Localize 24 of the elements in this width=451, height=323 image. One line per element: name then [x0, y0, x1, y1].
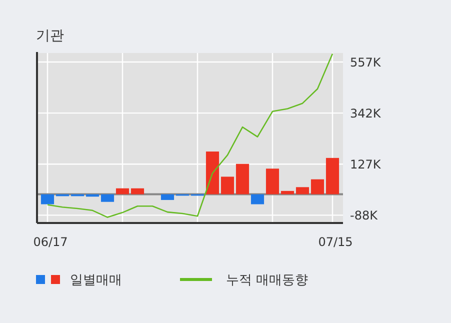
x-tick-label: 07/15 — [318, 235, 353, 249]
y-tick-label: 127K — [350, 158, 382, 172]
bar — [266, 168, 280, 194]
bar — [116, 188, 130, 194]
chart-title: 기관 — [36, 28, 64, 44]
bar — [220, 176, 234, 194]
y-tick-label: 557K — [350, 56, 382, 70]
legend-label: 누적 매매동향 — [226, 273, 308, 288]
legend-일별매매: 일별매매 — [36, 273, 122, 288]
bar — [236, 164, 250, 194]
bar — [206, 152, 220, 194]
bar — [280, 190, 294, 194]
bar — [296, 187, 310, 194]
bar — [250, 194, 264, 204]
y-tick-label: -88K — [350, 208, 379, 223]
bar — [130, 188, 144, 194]
bar — [40, 194, 54, 204]
bar — [310, 179, 324, 194]
x-tick-label: 06/17 — [33, 235, 68, 249]
y-tick-label: 342K — [350, 106, 382, 121]
legend-label: 일별매매 — [70, 273, 122, 288]
bar — [100, 194, 114, 202]
bar — [160, 194, 174, 200]
bar — [326, 158, 340, 194]
